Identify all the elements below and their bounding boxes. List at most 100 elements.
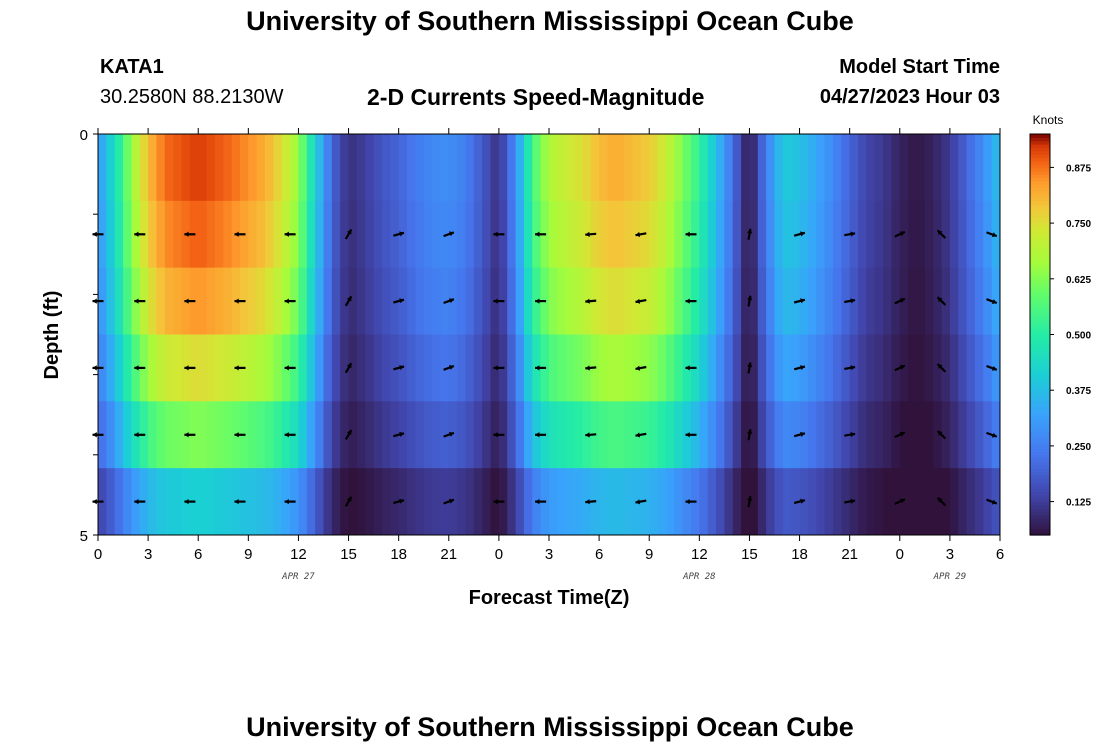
- current-arrow: [986, 298, 998, 305]
- heatmap-cell: [991, 267, 1000, 336]
- heatmap-cell: [356, 468, 366, 535]
- heatmap-cell: [674, 267, 684, 336]
- heatmap-cell: [164, 267, 174, 336]
- heatmap-cell: [206, 468, 216, 535]
- heatmap-cell: [799, 334, 809, 402]
- colorbar-segment: [1030, 150, 1050, 155]
- heatmap-cell: [306, 267, 316, 336]
- heatmap-cell: [774, 200, 784, 269]
- current-arrow: [134, 298, 146, 304]
- heatmap-cell: [156, 134, 166, 202]
- heatmap-cell: [807, 200, 817, 269]
- heatmap-cell: [198, 134, 208, 202]
- heatmap-cell: [223, 468, 233, 535]
- heatmap-cell: [858, 200, 867, 269]
- heatmap-cell: [348, 134, 358, 202]
- heatmap-cell: [448, 468, 458, 535]
- heatmap-cell: [674, 334, 684, 402]
- heatmap-cell: [816, 267, 826, 336]
- colorbar-segment: [1030, 334, 1050, 339]
- heatmap-cell: [223, 334, 233, 402]
- heatmap-cell: [365, 401, 375, 469]
- heatmap-cell: [281, 134, 291, 202]
- heatmap-cell: [749, 267, 759, 336]
- heatmap-cell: [465, 134, 475, 202]
- heatmap-cell: [799, 468, 809, 535]
- current-arrow: [844, 365, 856, 371]
- heatmap-cell: [390, 134, 400, 202]
- current-arrow: [635, 231, 647, 237]
- x-tick-label: 21: [841, 546, 858, 563]
- current-arrow: [284, 365, 296, 371]
- heatmap-cell: [557, 468, 567, 535]
- heatmap-cell: [164, 468, 174, 535]
- heatmap-cell: [974, 468, 984, 535]
- heatmap-cell: [983, 468, 993, 535]
- heatmap-cell: [523, 401, 533, 469]
- heatmap-cell: [423, 468, 433, 535]
- heatmap-cell: [649, 267, 659, 336]
- heatmap-cell: [198, 468, 208, 535]
- heatmap-cell: [373, 200, 383, 269]
- heatmap-cell: [724, 134, 734, 202]
- heatmap-cell: [331, 267, 341, 336]
- heatmap-cell: [574, 267, 584, 336]
- heatmap-cell: [306, 134, 316, 202]
- heatmap-cell: [799, 200, 809, 269]
- colorbar-segment: [1030, 144, 1050, 148]
- heatmap-cell: [615, 401, 625, 469]
- colorbar-segment: [1030, 244, 1050, 249]
- heatmap-cell: [824, 334, 834, 402]
- colorbar-segment: [1030, 160, 1050, 165]
- heatmap-cell: [415, 401, 425, 469]
- heatmap-cell: [716, 334, 725, 402]
- heatmap-cell: [365, 200, 375, 269]
- heatmap-cell: [607, 267, 617, 336]
- heatmap-cell: [615, 134, 625, 202]
- colorbar-tick-label: 0.750: [1066, 219, 1091, 230]
- heatmap-cell: [323, 267, 333, 336]
- heatmap-cell: [891, 200, 901, 269]
- heatmap-cell: [924, 334, 934, 402]
- colorbar-segment: [1030, 428, 1050, 433]
- colorbar-segment: [1030, 187, 1050, 192]
- current-arrow: [635, 365, 647, 371]
- heatmap-cell: [807, 134, 817, 202]
- heatmap-cell: [457, 401, 467, 469]
- heatmap-cell: [908, 267, 918, 336]
- heatmap-cell: [958, 200, 968, 269]
- heatmap-cell: [106, 267, 116, 336]
- current-arrow: [747, 228, 753, 240]
- heatmap-cell: [565, 401, 575, 469]
- colorbar-segment: [1030, 281, 1050, 285]
- heatmap-cells: [98, 134, 1000, 535]
- heatmap-cell: [674, 401, 684, 469]
- heatmap-cell: [649, 468, 659, 535]
- heatmap-cell: [323, 334, 333, 402]
- current-arrow: [234, 298, 246, 304]
- heatmap-cell: [323, 134, 333, 202]
- heatmap-cell: [448, 401, 458, 469]
- current-arrow: [986, 231, 998, 238]
- heatmap-cell: [908, 401, 918, 469]
- colorbar-segment: [1030, 157, 1050, 162]
- colorbar-segment: [1030, 167, 1050, 172]
- heatmap-cell: [866, 200, 876, 269]
- colorbar-segment: [1030, 217, 1050, 222]
- y-tick-label: 0: [80, 127, 88, 144]
- heatmap-cell: [858, 267, 867, 336]
- heatmap-cell: [832, 401, 842, 469]
- heatmap-cell: [891, 334, 901, 402]
- current-arrow: [894, 498, 906, 505]
- colorbar-units: Knots: [1033, 113, 1064, 127]
- heatmap-cell: [665, 334, 675, 402]
- current-arrow: [443, 231, 455, 238]
- heatmap-cell: [883, 334, 893, 402]
- x-tick-label: 18: [390, 546, 407, 563]
- heatmap-cell: [331, 200, 341, 269]
- heatmap-cell: [331, 134, 341, 202]
- x-tick-label: 0: [94, 546, 102, 563]
- heatmap-cell: [323, 200, 333, 269]
- heatmap-cell: [340, 401, 350, 469]
